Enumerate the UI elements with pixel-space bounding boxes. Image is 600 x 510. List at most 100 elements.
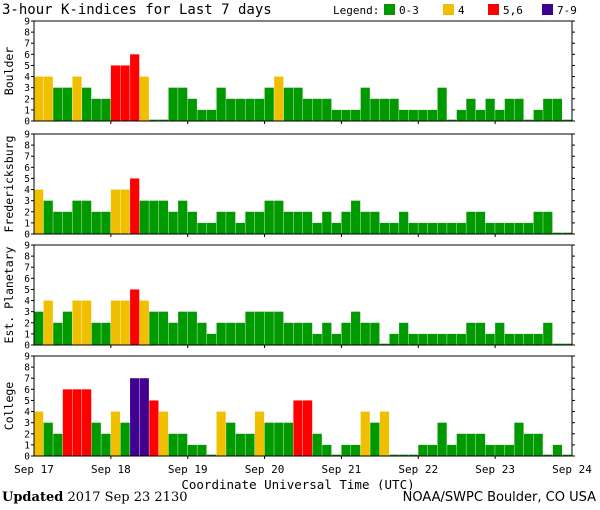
kindex-bar: [533, 109, 543, 121]
kindex-bar: [149, 400, 159, 456]
y-tick-label: 7: [24, 263, 30, 274]
kindex-bar: [197, 322, 207, 345]
kindex-bar: [53, 433, 63, 456]
kindex-bar: [523, 333, 534, 345]
y-tick-label: 9: [24, 352, 30, 363]
y-tick-label: 5: [24, 396, 30, 407]
kindex-bar: [245, 211, 255, 234]
kindex-bar: [53, 322, 63, 345]
kindex-bar: [197, 444, 207, 456]
kindex-bar: [101, 98, 111, 121]
kindex-bar: [139, 378, 149, 456]
kindex-bar: [82, 300, 92, 345]
kindex-bar: [197, 222, 207, 234]
kindex-bar: [206, 222, 217, 234]
x-tick-label: Sep 19: [168, 463, 208, 476]
kindex-bar: [110, 300, 121, 345]
kindex-bar: [360, 411, 370, 456]
kindex-bar: [562, 119, 572, 121]
kindex-bar: [43, 200, 53, 234]
kindex-bar: [485, 333, 495, 345]
kindex-bar: [101, 211, 111, 234]
kindex-bar: [312, 333, 322, 345]
y-tick-label: 4: [24, 407, 30, 418]
kindex-bar: [34, 411, 44, 456]
kindex-bar: [178, 200, 188, 234]
panel-frame: [33, 355, 573, 457]
y-tick-label: 1: [24, 218, 30, 229]
kindex-bar: [43, 300, 53, 345]
y-tick-label: 4: [24, 185, 30, 196]
kindex-bar: [379, 222, 390, 234]
kindex-bar: [495, 222, 505, 234]
kindex-bar: [370, 322, 380, 345]
y-tick-label: 6: [24, 50, 30, 61]
kindex-bar: [82, 200, 92, 234]
y-tick-label: 3: [24, 307, 30, 318]
kindex-bar: [495, 109, 505, 121]
data-source: NOAA/SWPC Boulder, CO USA: [402, 490, 596, 505]
kindex-bar: [562, 454, 572, 456]
kindex-bar: [110, 411, 121, 456]
kindex-bar: [485, 98, 495, 121]
kindex-bar: [447, 222, 457, 234]
kindex-bar: [552, 98, 562, 121]
kindex-bar: [293, 400, 303, 456]
kindex-bar: [389, 454, 399, 456]
kindex-bar: [168, 211, 178, 234]
legend-swatch: [384, 4, 395, 15]
kindex-bar: [399, 322, 409, 345]
kindex-bar: [303, 98, 313, 121]
kindex-bar: [303, 322, 313, 345]
y-tick-label: 0: [24, 117, 30, 128]
kindex-bar: [351, 311, 361, 345]
x-tick-label: Sep 22: [398, 463, 438, 476]
y-tick-label: 2: [24, 207, 30, 218]
kindex-bar: [91, 322, 101, 345]
y-tick-label: 6: [24, 274, 30, 285]
kindex-bar: [485, 444, 495, 456]
y-tick-label: 7: [24, 374, 30, 385]
kindex-bar: [130, 54, 140, 121]
kindex-bar: [360, 211, 370, 234]
kindex-bar: [245, 98, 255, 121]
y-tick-label: 5: [24, 174, 30, 185]
kindex-bar: [149, 311, 159, 345]
kindex-bar: [523, 222, 534, 234]
panel-frame: [33, 244, 573, 346]
kindex-bar: [504, 222, 514, 234]
kindex-bar: [437, 333, 447, 345]
kindex-bar: [101, 433, 111, 456]
kindex-bar: [360, 322, 370, 345]
kindex-bar: [178, 311, 188, 345]
kindex-bar: [466, 433, 476, 456]
kindex-bar: [264, 311, 274, 345]
kindex-bar: [504, 444, 514, 456]
kindex-bar: [341, 444, 351, 456]
kindex-bar: [235, 322, 245, 345]
kindex-bar: [543, 211, 553, 234]
kindex-bar: [34, 189, 44, 234]
kindex-bar: [427, 222, 438, 234]
kindex-bar: [91, 211, 101, 234]
kindex-bar: [418, 444, 428, 456]
y-tick-label: 3: [24, 196, 30, 207]
legend-swatch: [488, 4, 499, 15]
kindex-bar: [456, 333, 466, 345]
kindex-bar: [533, 433, 543, 456]
kindex-bar: [322, 98, 332, 121]
kindex-bar: [389, 98, 399, 121]
kindex-bar: [303, 400, 313, 456]
kindex-bar: [408, 109, 418, 121]
kindex-bar: [245, 433, 255, 456]
y-tick-label: 8: [24, 363, 30, 374]
y-tick-label: 1: [24, 440, 30, 451]
kindex-bar: [216, 211, 226, 234]
station-label: Est. Planetary: [2, 246, 16, 343]
legend-item-label: 5,6: [503, 4, 523, 17]
kindex-bar: [216, 87, 226, 121]
kindex-bar: [139, 76, 149, 121]
kindex-bar: [303, 211, 313, 234]
